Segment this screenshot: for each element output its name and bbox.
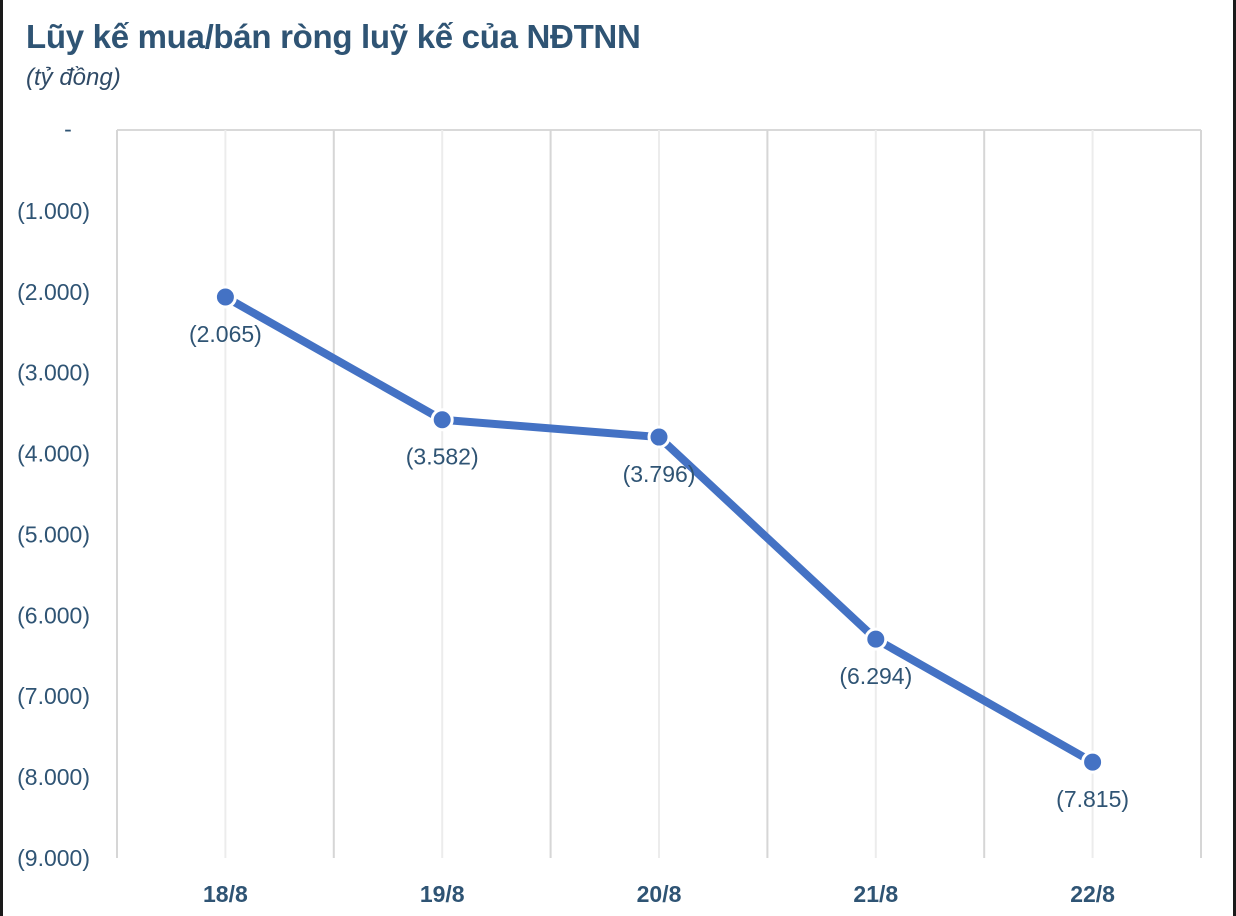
y-tick-label: (3.000) (17, 360, 90, 386)
x-tick-label: 18/8 (203, 881, 248, 907)
y-tick-label: (2.000) (17, 279, 90, 305)
chart-subtitle: (tỷ đồng) (26, 64, 121, 91)
y-tick-label: (5.000) (17, 521, 90, 547)
data-label: (3.796) (623, 461, 696, 487)
y-tick-label: (6.000) (17, 602, 90, 628)
data-point-marker (430, 408, 454, 432)
data-point-marker (1081, 750, 1105, 774)
y-axis: - (1.000) (2.000) (3.000) (4.000) (5.000) (6.0… (17, 116, 90, 871)
data-label: (3.582) (406, 444, 479, 470)
chart-title: Lũy kế mua/bán ròng luỹ kế của NĐTNN (26, 18, 641, 55)
data-label: (7.815) (1056, 786, 1129, 812)
data-label: (2.065) (189, 321, 262, 347)
y-tick-label: (7.000) (17, 683, 90, 709)
data-point-marker (647, 425, 671, 449)
y-tick-label: (9.000) (17, 845, 90, 871)
x-tick-label: 21/8 (853, 881, 898, 907)
y-tick-label: (1.000) (17, 198, 90, 224)
data-point-marker (864, 627, 888, 651)
data-point-marker (213, 285, 237, 309)
y-tick-label: (4.000) (17, 441, 90, 467)
data-labels: (2.065) (3.582) (3.796) (6.294) (7.815) (189, 321, 1129, 812)
gridlines (116, 129, 1202, 858)
x-axis: 18/8 19/8 20/8 21/8 22/8 (203, 881, 1115, 907)
x-tick-label: 20/8 (637, 881, 682, 907)
data-series (213, 285, 1105, 774)
x-tick-label: 19/8 (420, 881, 465, 907)
y-tick-label: - (64, 116, 72, 142)
data-label: (6.294) (839, 663, 912, 689)
y-tick-label: (8.000) (17, 764, 90, 790)
x-tick-label: 22/8 (1070, 881, 1115, 907)
